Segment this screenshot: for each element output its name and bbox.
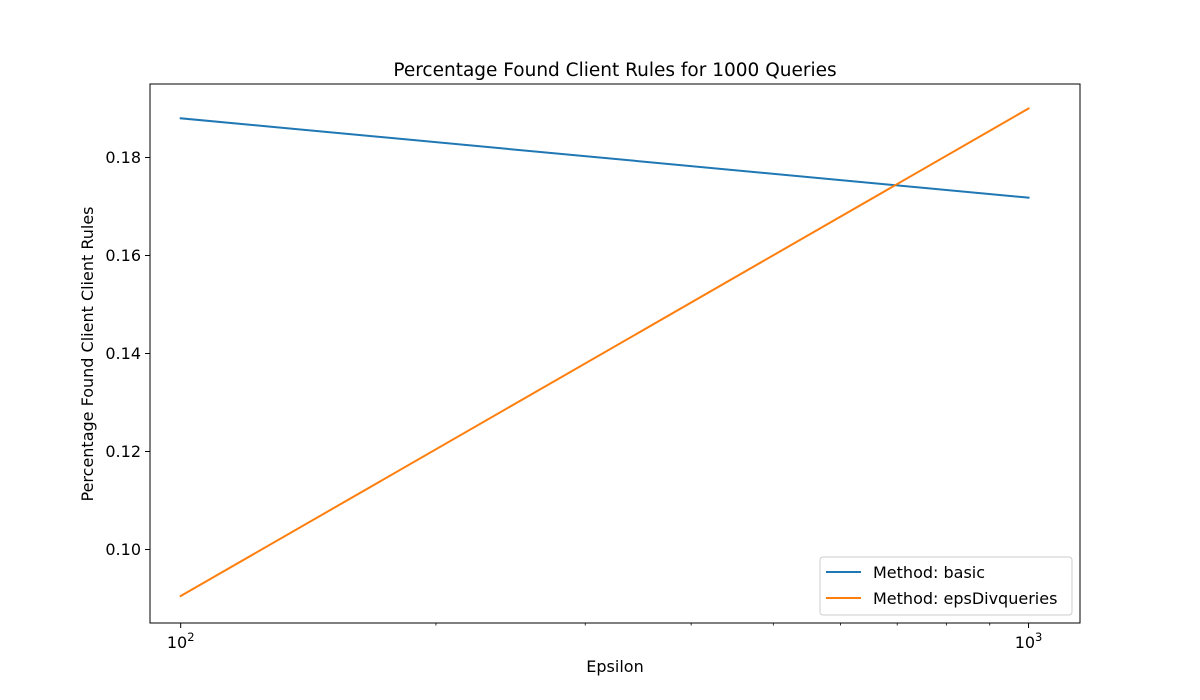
legend-box xyxy=(819,556,1073,616)
legend-label-epsdivqueries: Method: epsDivqueries xyxy=(873,589,1057,608)
plot-area-frame xyxy=(149,83,1081,624)
y-axis-ticks: 0.10 0.12 0.14 0.16 0.18 xyxy=(105,148,150,559)
x-tick-label: 102 xyxy=(167,630,195,652)
x-axis-ticks: 102 103 xyxy=(167,623,1043,652)
legend-label-basic: Method: basic xyxy=(873,563,985,582)
plot-lines xyxy=(179,107,1030,598)
y-tick-label: 0.18 xyxy=(105,148,141,167)
x-tick-label: 103 xyxy=(1015,630,1043,652)
y-tick-label: 0.16 xyxy=(105,246,141,265)
y-tick-label: 0.10 xyxy=(105,540,141,559)
y-tick-label: 0.12 xyxy=(105,442,141,461)
series-line-method-epsdivqueries xyxy=(179,107,1030,598)
chart-title: Percentage Found Client Rules for 1000 Q… xyxy=(393,60,836,81)
y-tick-label: 0.14 xyxy=(105,344,141,363)
legend: Method: basic Method: epsDivqueries xyxy=(819,556,1073,616)
series-line-method-basic xyxy=(179,117,1030,199)
y-axis-label: Percentage Found Client Client Rules xyxy=(78,206,97,501)
x-axis-label: Epsilon xyxy=(586,657,643,676)
